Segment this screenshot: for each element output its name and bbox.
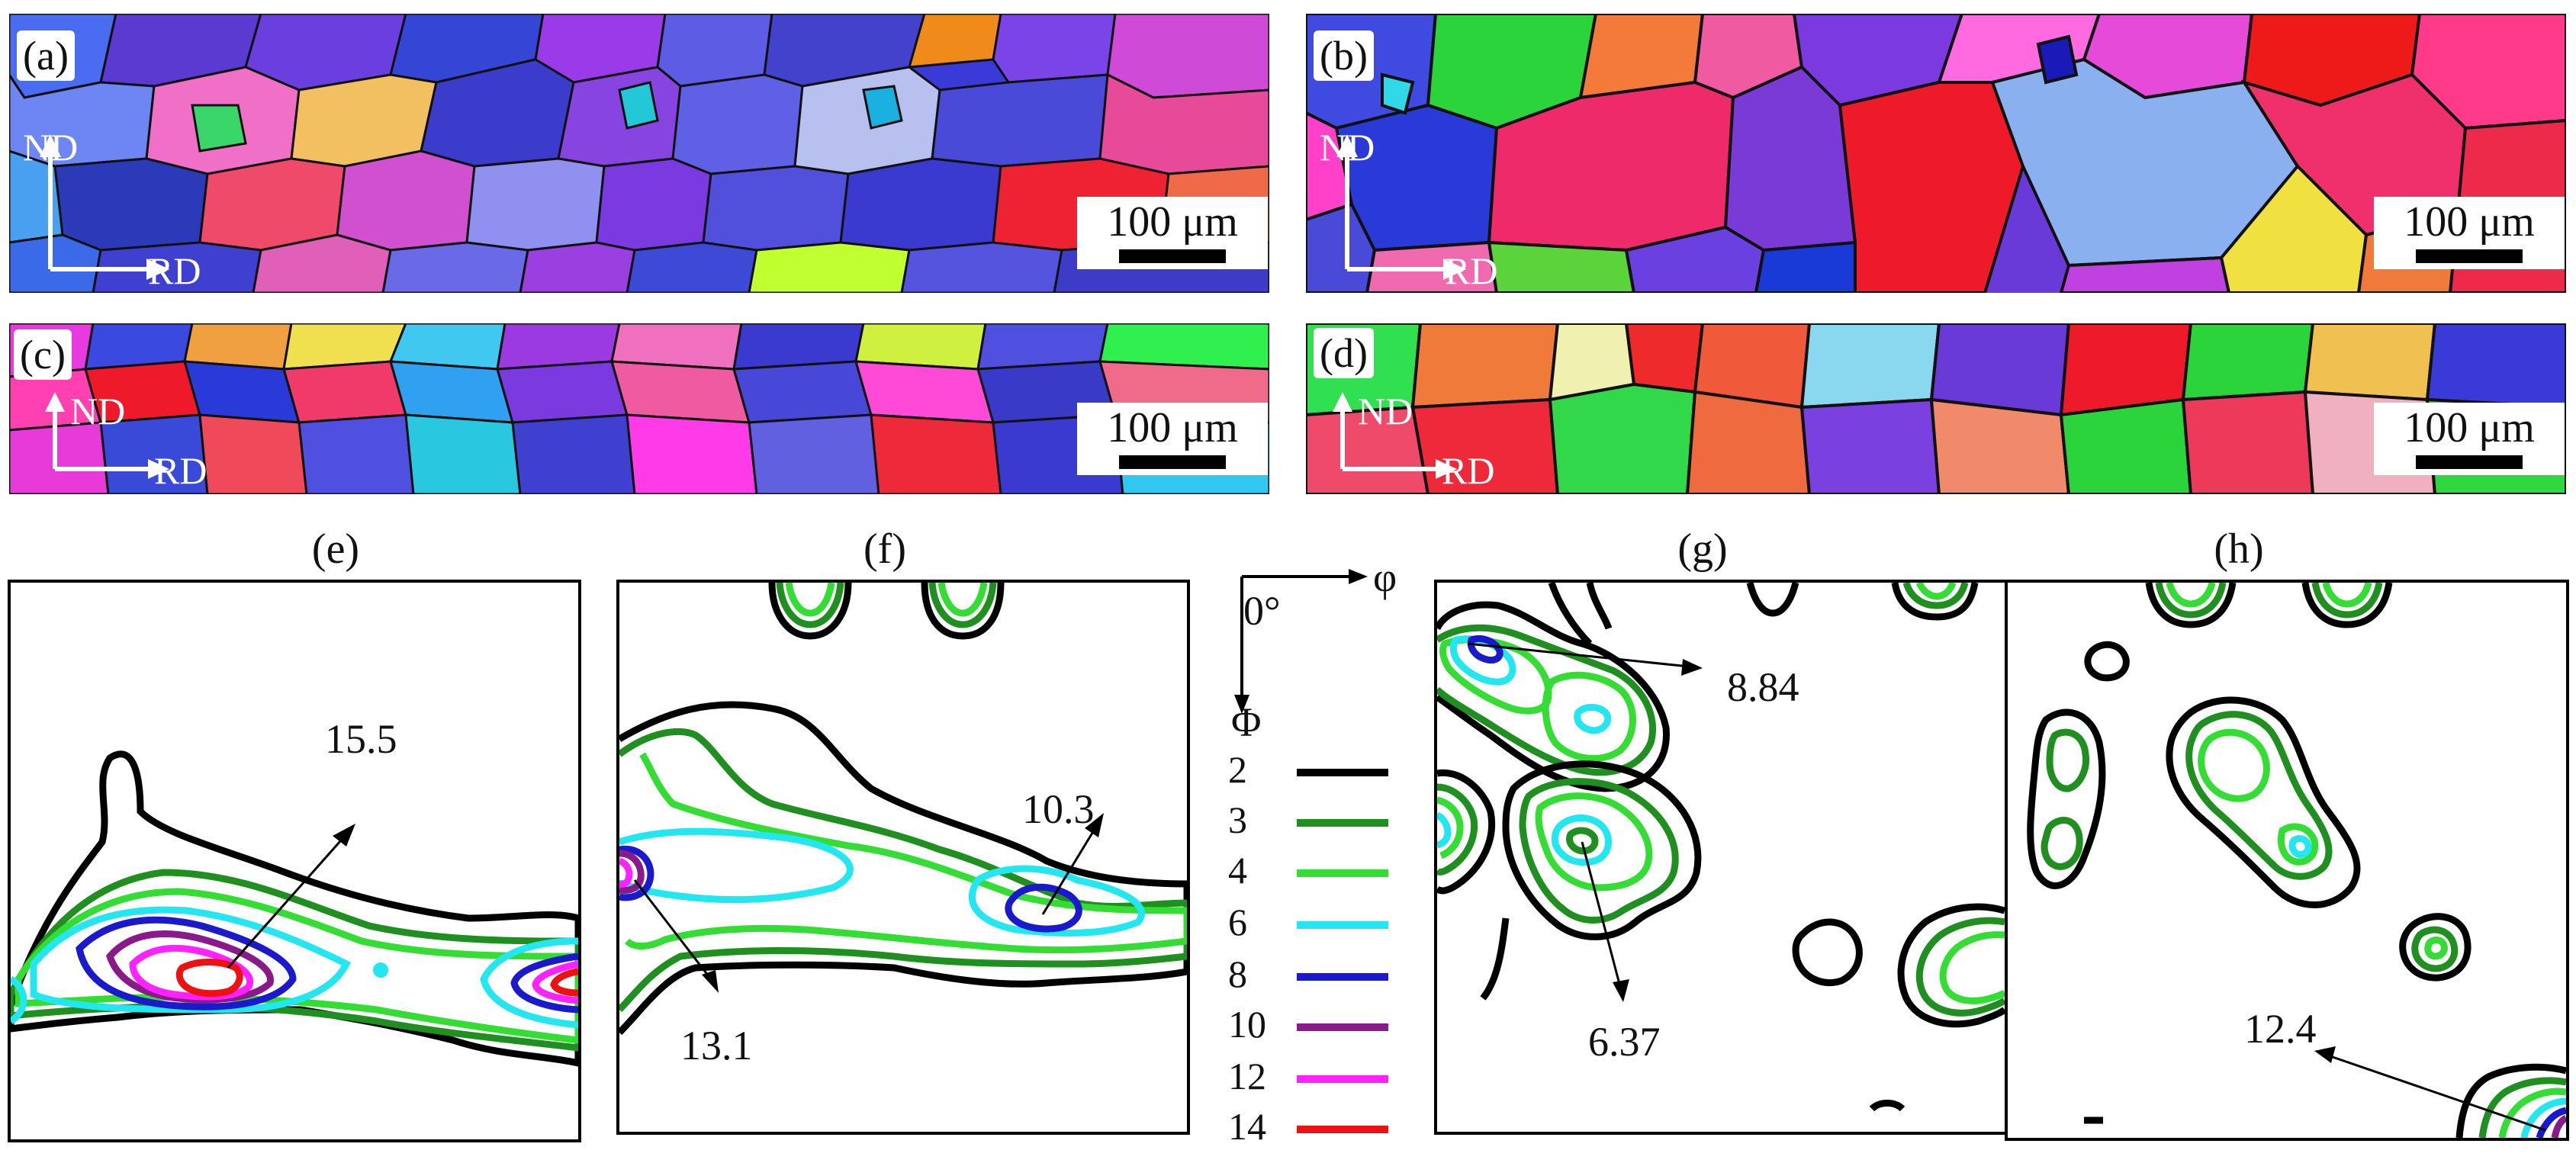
scale-text-a: 100 μm [1107, 198, 1238, 246]
legend-value: 8 [1228, 953, 1247, 995]
nd-label-b: ND [1320, 126, 1375, 169]
odf-annotation-h-1: 12.4 [2244, 1006, 2317, 1052]
ebsd-grain-image-c [9, 323, 1269, 494]
odf-contours-h [2027, 583, 2566, 1138]
odf-annotation-g-2: 6.37 [1588, 1019, 1661, 1065]
axis-origin-label: 0° [1243, 588, 1281, 634]
scale-bar-d: 100 μm [2374, 403, 2565, 475]
scale-bar-c: 100 μm [1077, 403, 1268, 475]
ebsd-map-c: (c) ND RD 100 μm [9, 323, 1269, 494]
legend-value: 12 [1228, 1055, 1266, 1097]
legend-swatch [1297, 769, 1388, 776]
legend-item-4: 4 [1228, 848, 1396, 897]
rd-label-a: RD [148, 249, 201, 292]
ebsd-grain-image-d [1306, 323, 2566, 494]
legend-item-6: 6 [1228, 900, 1396, 949]
scale-text-d: 100 μm [2404, 404, 2535, 451]
odf-annotation-g-1: 8.84 [1727, 664, 1799, 710]
odf-section-h: 12.4 [2005, 580, 2569, 1141]
odf-title-h: (h) [2214, 525, 2264, 573]
odf-section-e: 15.5 [8, 580, 581, 1142]
legend-value: 6 [1228, 901, 1247, 943]
axis-phi1-label: φ [1373, 554, 1397, 600]
ebsd-map-b: (b) ND RD 100 μm [1306, 14, 2566, 293]
rd-label-d: RD [1442, 449, 1495, 492]
panel-label-a: (a) [17, 31, 75, 81]
legend-value: 10 [1228, 1003, 1266, 1046]
legend-item-12: 12 [1228, 1054, 1396, 1103]
odf-annotation-e-1: 15.5 [325, 716, 397, 762]
nd-rd-axes-d [1333, 392, 1457, 479]
rd-label-b: RD [1445, 249, 1498, 292]
panel-label-b: (b) [1314, 31, 1374, 81]
legend-swatch [1297, 819, 1388, 827]
nd-rd-axes-b [1336, 134, 1466, 280]
legend-value: 3 [1228, 798, 1247, 841]
scale-text-c: 100 μm [1107, 404, 1238, 451]
legend-item-8: 8 [1228, 952, 1396, 1001]
nd-label-d: ND [1358, 390, 1413, 432]
rd-label-c: RD [154, 449, 207, 492]
legend-swatch [1297, 921, 1388, 929]
legend-item-3: 3 [1228, 798, 1396, 847]
legend-swatch [1297, 1126, 1388, 1133]
axis-key-arrows [1234, 569, 1368, 714]
ebsd-map-d: (d) ND RD 100 μm [1306, 323, 2566, 494]
legend-item-10: 10 [1228, 1002, 1396, 1051]
odf-title-g: (g) [1677, 525, 1728, 573]
odf-annotation-f-2: 13.1 [680, 1023, 753, 1068]
nd-label-a: ND [23, 126, 79, 169]
legend-value: 4 [1228, 849, 1247, 892]
legend-swatch [1297, 973, 1388, 981]
legend-swatch [1297, 1023, 1388, 1031]
odf-contours-e [11, 750, 578, 1067]
legend-swatch [1297, 1075, 1388, 1083]
legend-value: 14 [1228, 1105, 1266, 1148]
ebsd-grain-image-b [1306, 14, 2566, 293]
legend-value: 2 [1228, 748, 1247, 791]
odf-section-g: 8.84 6.37 [1434, 580, 2008, 1135]
panel-label-c: (c) [14, 329, 72, 380]
scale-line-d [2416, 455, 2523, 469]
nd-rd-axes-a [40, 134, 169, 280]
odf-section-f: 10.3 13.1 [616, 580, 1190, 1135]
odf-contours-g [1437, 583, 2005, 1112]
scale-line-c [1119, 455, 1226, 469]
odf-annotation-f-1: 10.3 [1022, 786, 1095, 832]
axis-phi-label: Φ [1231, 699, 1262, 745]
legend-item-14: 14 [1228, 1104, 1396, 1153]
odf-title-e: (e) [311, 525, 360, 573]
odf-title-f: (f) [863, 525, 906, 573]
legend-item-2: 2 [1228, 747, 1396, 796]
scale-bar-a: 100 μm [1077, 197, 1268, 269]
scale-line-b [2416, 249, 2523, 263]
legend-swatch [1297, 869, 1388, 877]
panel-label-d: (d) [1314, 328, 1374, 378]
scale-text-b: 100 μm [2404, 198, 2535, 246]
scale-bar-b: 100 μm [2374, 197, 2565, 269]
ebsd-map-a: (a) ND RD 100 μm [9, 14, 1269, 293]
nd-label-c: ND [70, 390, 126, 432]
scale-line-a [1119, 249, 1226, 263]
nd-rd-axes-c [45, 392, 169, 479]
odf-contours-f [619, 583, 1187, 1036]
